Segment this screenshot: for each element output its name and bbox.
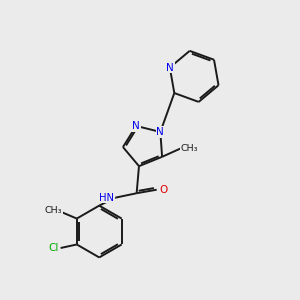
Text: O: O bbox=[159, 185, 167, 195]
Text: HN: HN bbox=[99, 193, 114, 203]
Text: N: N bbox=[132, 121, 140, 131]
Text: N: N bbox=[157, 127, 164, 137]
Text: Cl: Cl bbox=[48, 243, 58, 253]
Text: CH₃: CH₃ bbox=[180, 144, 198, 153]
Text: N: N bbox=[166, 62, 174, 73]
Text: CH₃: CH₃ bbox=[44, 206, 62, 215]
